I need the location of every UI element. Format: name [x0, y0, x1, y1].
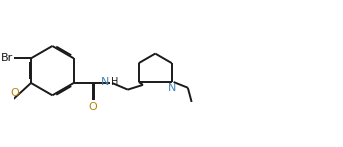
Text: N: N: [101, 77, 109, 87]
Text: H: H: [111, 77, 118, 87]
Text: N: N: [167, 83, 176, 93]
Text: Br: Br: [1, 53, 13, 63]
Text: O: O: [88, 102, 97, 112]
Text: O: O: [10, 88, 19, 98]
